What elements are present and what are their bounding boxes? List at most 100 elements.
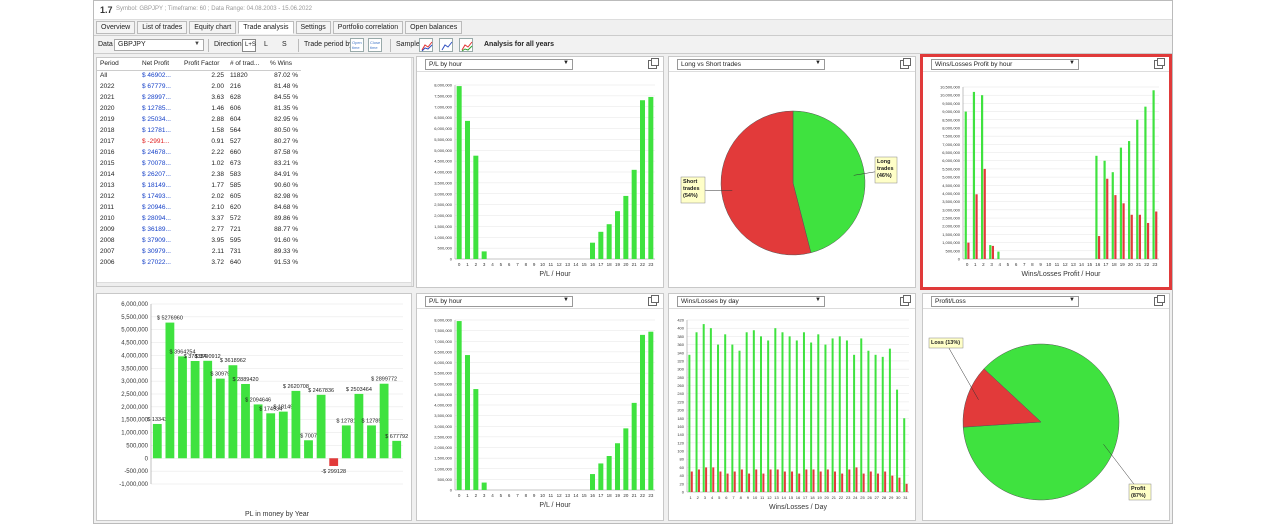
x-tick-label: 7 xyxy=(516,493,519,498)
popout-icon[interactable] xyxy=(900,58,911,69)
tab-trade-analysis[interactable]: Trade analysis xyxy=(238,21,294,34)
x-tick-label: 12 xyxy=(767,495,772,500)
col-period[interactable]: Period xyxy=(97,58,139,71)
panel-header: Wins/Losses by day ▼ xyxy=(669,294,915,309)
data-select[interactable]: GBPJPY ▼ xyxy=(114,39,204,51)
vertical-scrollbar[interactable] xyxy=(411,58,413,286)
bar xyxy=(738,350,741,492)
cell-period: 2021 xyxy=(100,94,115,101)
cell-net-profit: $ 26207... xyxy=(142,171,171,178)
direction-both-button[interactable]: L+S xyxy=(242,39,256,52)
popout-icon[interactable] xyxy=(900,295,911,306)
panel-header: P/L by hour ▼ xyxy=(417,294,663,309)
data-label: $ 2467836 xyxy=(308,388,334,394)
y-tick-label: 4,500,000 xyxy=(434,392,453,397)
slice-label: Loss (13%) xyxy=(931,340,960,346)
table-row[interactable]: 2020 $ 12785... 1.46 606 81.35 % xyxy=(97,103,301,114)
table-row[interactable]: 2016 $ 24678... 2.22 660 87.58 % xyxy=(97,147,301,158)
sample-in-icon[interactable] xyxy=(419,38,433,52)
x-tick-label: 9 xyxy=(533,493,536,498)
chart-type-select[interactable]: Wins/Losses by day ▼ xyxy=(677,296,825,307)
col-net-profit[interactable]: Net Profit xyxy=(139,58,181,71)
y-tick-label: -1,000,000 xyxy=(119,482,148,488)
table-row[interactable]: 2006 $ 27022... 3.72 640 91.53 % xyxy=(97,257,301,268)
profit-loss-pie: Profit(87%) Loss (13%) xyxy=(928,337,1152,501)
slice-label: Short xyxy=(683,179,698,185)
bar xyxy=(798,473,801,492)
tab-list-of-trades[interactable]: List of trades xyxy=(137,21,188,34)
cell-net-profit: $ 12785... xyxy=(142,105,171,112)
table-row[interactable]: 2010 $ 28094... 3.37 572 89.86 % xyxy=(97,213,301,224)
slice-label: (87%) xyxy=(1131,493,1146,499)
table-row[interactable]: 2007 $ 30979... 2.11 731 89.33 % xyxy=(97,246,301,257)
table-row[interactable]: 2014 $ 26207... 2.38 583 84.91 % xyxy=(97,169,301,180)
chart-type-select[interactable]: Wins/Losses Profit by hour ▼ xyxy=(931,59,1079,70)
col-profit-factor[interactable]: Profit Factor xyxy=(181,58,227,71)
table-row[interactable]: 2008 $ 37909... 3.95 595 91.60 % xyxy=(97,235,301,246)
popout-icon[interactable] xyxy=(648,58,659,69)
x-tick-label: 14 xyxy=(573,493,579,498)
bar xyxy=(456,321,462,490)
col-num-trades[interactable]: # of trad... xyxy=(227,58,267,71)
cell-num-trades: 216 xyxy=(230,83,241,90)
data-label: $ 2503464 xyxy=(346,387,372,393)
bar xyxy=(648,331,654,490)
table-row[interactable]: 2012 $ 17493... 2.02 605 82.98 % xyxy=(97,191,301,202)
direction-long-button[interactable]: L xyxy=(264,41,268,48)
bar xyxy=(869,471,872,492)
tab-overview[interactable]: Overview xyxy=(96,21,136,34)
popout-icon[interactable] xyxy=(648,295,659,306)
close-time-button[interactable]: Close time xyxy=(368,38,382,52)
y-tick-label: 400 xyxy=(677,326,684,331)
chart-type-select[interactable]: Profit/Loss ▼ xyxy=(931,296,1079,307)
x-tick-label: 12 xyxy=(557,493,563,498)
sample-out-icon[interactable] xyxy=(439,38,453,52)
bar xyxy=(481,482,487,490)
table-row[interactable]: 2018 $ 12781... 1.58 564 80.50 % xyxy=(97,125,301,136)
x-tick-label: 6 xyxy=(508,262,511,267)
bar xyxy=(598,463,604,490)
horizontal-scrollbar[interactable] xyxy=(97,282,411,286)
col-pct-wins[interactable]: % Wins xyxy=(267,58,301,71)
open-time-button[interactable]: Open time xyxy=(350,38,364,52)
table-row[interactable]: 2021 $ 28997... 3.63 628 84.55 % xyxy=(97,92,301,103)
tab-portfolio-correlation[interactable]: Portfolio correlation xyxy=(332,21,404,34)
bar xyxy=(898,477,901,492)
bar xyxy=(1119,147,1123,259)
leader-line xyxy=(945,342,979,400)
cell-net-profit: $ 36189... xyxy=(142,226,171,233)
tab-equity-chart[interactable]: Equity chart xyxy=(189,21,237,34)
bar xyxy=(1103,160,1106,259)
table-row[interactable]: 2022 $ 67779... 2.00 216 81.48 % xyxy=(97,81,301,92)
table-row[interactable]: 2009 $ 36189... 2.77 721 88.77 % xyxy=(97,224,301,235)
x-tick-label: 9 xyxy=(747,495,750,500)
sample-all-icon[interactable] xyxy=(459,38,473,52)
x-tick-label: 2 xyxy=(982,262,985,267)
x-tick-label: 27 xyxy=(875,495,880,500)
bar xyxy=(774,328,777,492)
periods-table: Period Net Profit Profit Factor # of tra… xyxy=(97,58,301,268)
popout-icon[interactable] xyxy=(1154,295,1165,306)
chart-type-select[interactable]: Long vs Short trades ▼ xyxy=(677,59,825,70)
y-tick-label: 2,000,000 xyxy=(942,224,961,229)
tab-settings[interactable]: Settings xyxy=(295,21,331,34)
popout-icon[interactable] xyxy=(1154,58,1165,69)
tab-open-balances[interactable]: Open balances xyxy=(405,21,463,34)
chart-type-select[interactable]: P/L by hour ▼ xyxy=(425,296,573,307)
chevron-down-icon: ▼ xyxy=(1069,297,1075,303)
x-tick-label: 5 xyxy=(500,493,503,498)
table-row[interactable]: All $ 46902... 2.25 11820 87.02 % xyxy=(97,70,301,81)
table-row[interactable]: 2015 $ 70078... 1.02 673 83.21 % xyxy=(97,158,301,169)
table-row[interactable]: 2013 $ 18149... 1.77 585 90.60 % xyxy=(97,180,301,191)
x-tick-label: 15 xyxy=(582,493,588,498)
chart-type-select[interactable]: P/L by hour ▼ xyxy=(425,59,573,70)
y-tick-label: 9,500,000 xyxy=(942,101,961,106)
x-tick-label: 3 xyxy=(990,262,993,267)
direction-short-button[interactable]: S xyxy=(282,41,287,48)
table-row[interactable]: 2017 $ -2991... 0.91 527 80.27 % xyxy=(97,136,301,147)
x-tick-label: 17 xyxy=(598,493,604,498)
table-row[interactable]: 2011 $ 20946... 2.10 620 84.68 % xyxy=(97,202,301,213)
x-tick-label: 3 xyxy=(704,495,707,500)
bar xyxy=(316,394,326,459)
table-row[interactable]: 2019 $ 25034... 2.88 604 82.95 % xyxy=(97,114,301,125)
